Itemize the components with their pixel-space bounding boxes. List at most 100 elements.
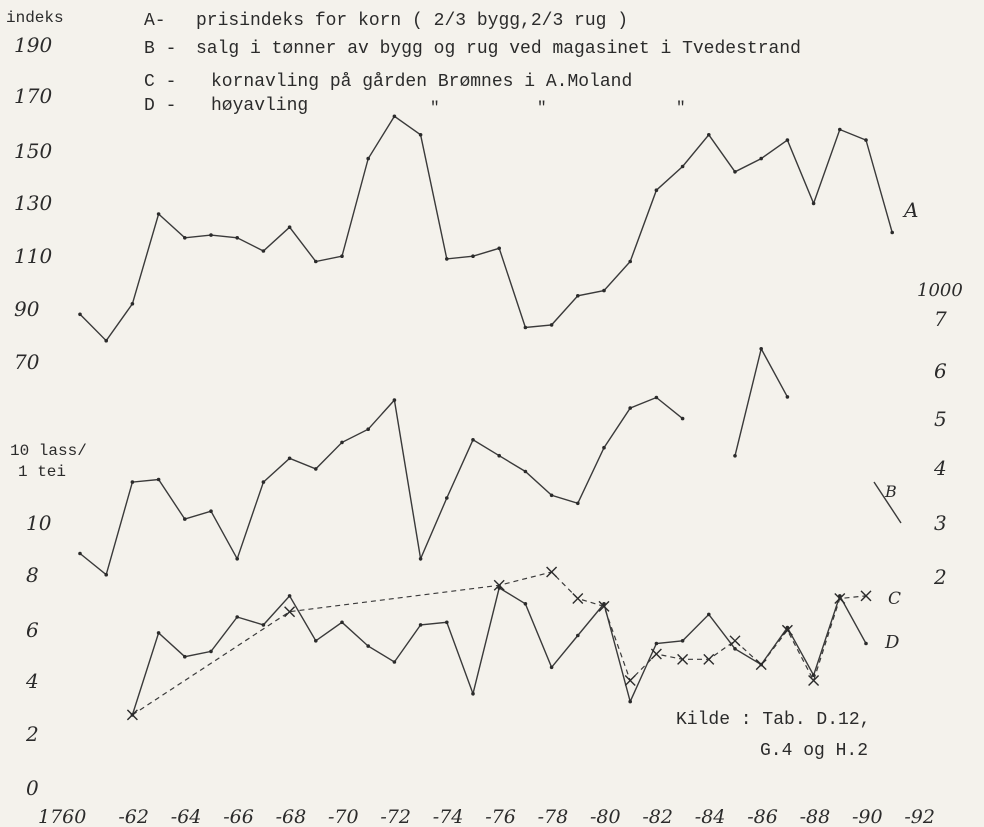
data-point-c bbox=[183, 654, 187, 659]
data-point-a bbox=[497, 246, 502, 251]
data-point-a bbox=[392, 114, 397, 119]
data-point-a bbox=[314, 259, 318, 264]
data-point-d bbox=[729, 635, 741, 647]
data-point-a bbox=[130, 302, 135, 306]
legend-key-d: D - bbox=[144, 96, 176, 116]
series-layer bbox=[78, 114, 902, 721]
data-point-d bbox=[284, 606, 296, 618]
data-point-c bbox=[549, 665, 554, 670]
x-tick-label: -76 bbox=[485, 806, 516, 827]
series-line-c bbox=[79, 396, 684, 576]
data-point-c bbox=[261, 623, 266, 627]
data-point-d bbox=[546, 566, 558, 578]
tick-label: 1000 bbox=[917, 280, 963, 301]
tick-label: 130 bbox=[14, 191, 52, 215]
data-point-c bbox=[418, 557, 423, 561]
tick-label: 1 tei bbox=[18, 463, 66, 481]
data-point-a bbox=[890, 230, 894, 235]
tick-label: 90 bbox=[14, 297, 40, 321]
data-point-c bbox=[366, 427, 371, 432]
legend-text-c: kornavling på gården Brømnes i A.Moland bbox=[211, 72, 632, 92]
x-tick-label: -70 bbox=[328, 806, 359, 827]
legend-text-a: prisindeks for korn ( 2/3 bygg,2/3 rug ) bbox=[196, 11, 628, 31]
x-tick-label: -88 bbox=[800, 806, 831, 827]
series-b-marker bbox=[873, 481, 902, 524]
data-point-c bbox=[156, 477, 161, 482]
data-point-c bbox=[418, 623, 423, 627]
x-tick-label: -86 bbox=[747, 806, 778, 827]
data-point-a bbox=[707, 133, 711, 137]
data-point-a bbox=[78, 312, 82, 317]
tick-label: 8 bbox=[26, 563, 39, 587]
data-point-d bbox=[808, 674, 820, 686]
data-point-a bbox=[523, 325, 528, 330]
data-point-a bbox=[209, 233, 213, 237]
tick-label: 190 bbox=[14, 33, 52, 57]
legend-heading: indeks bbox=[6, 9, 64, 27]
data-point-a bbox=[811, 201, 816, 206]
series-line-c bbox=[131, 586, 867, 716]
data-point-c bbox=[287, 594, 292, 598]
tick-label: 10 lass/ bbox=[10, 442, 87, 460]
data-point-d bbox=[755, 659, 767, 671]
tick-label: 70 bbox=[14, 350, 40, 374]
legend-key-b: B - bbox=[144, 39, 176, 59]
data-point-a bbox=[445, 257, 449, 261]
data-point-c bbox=[235, 615, 239, 619]
tick-label: 2 bbox=[25, 722, 39, 746]
series-line-b bbox=[734, 346, 789, 456]
data-point-c bbox=[864, 641, 868, 646]
series-label-d: D bbox=[884, 632, 900, 653]
data-point-a bbox=[733, 170, 737, 174]
data-point-c bbox=[287, 456, 292, 461]
data-point-c bbox=[130, 480, 135, 484]
right-axis-ticks: 1000 7 6 5 4 3 2 bbox=[917, 280, 963, 589]
data-point-c bbox=[209, 649, 213, 654]
data-point-d bbox=[126, 709, 138, 721]
data-point-c bbox=[628, 699, 632, 704]
x-tick-label: -62 bbox=[118, 806, 149, 827]
data-point-c bbox=[576, 501, 580, 506]
ditto-mark: " bbox=[676, 99, 686, 117]
data-point-a bbox=[576, 294, 580, 298]
data-point-b bbox=[759, 347, 763, 351]
data-point-a bbox=[628, 259, 632, 264]
data-point-a bbox=[549, 323, 554, 327]
data-point-c bbox=[366, 644, 371, 648]
series-label-b: B bbox=[884, 482, 897, 501]
data-point-c bbox=[654, 641, 659, 646]
x-tick-label: -66 bbox=[223, 806, 254, 827]
data-point-d bbox=[650, 648, 662, 660]
data-point-c bbox=[471, 438, 475, 442]
data-point-a bbox=[864, 138, 868, 142]
data-point-c bbox=[549, 493, 554, 498]
legend-key-a: A- bbox=[144, 11, 166, 31]
x-tick-label: -78 bbox=[538, 806, 569, 827]
tick-label: 4 bbox=[25, 669, 39, 693]
tick-label: 7 bbox=[934, 307, 947, 331]
data-point-c bbox=[602, 445, 606, 450]
data-point-a bbox=[104, 338, 108, 343]
data-point-c bbox=[314, 639, 318, 643]
data-point-c bbox=[340, 620, 344, 625]
data-point-c bbox=[497, 453, 502, 458]
ditto-mark: " bbox=[430, 99, 440, 117]
source-line-1: Kilde : Tab. D.12, bbox=[676, 710, 870, 730]
series-label-a: A bbox=[902, 198, 918, 222]
tick-label: 4 bbox=[933, 456, 947, 480]
series-labels: A B C D bbox=[884, 198, 918, 653]
data-point-c bbox=[523, 602, 528, 606]
data-point-a bbox=[235, 236, 239, 240]
legend-text-b: salg i tønner av bygg og rug ved magasin… bbox=[196, 39, 801, 59]
data-point-d bbox=[624, 674, 636, 686]
data-point-b bbox=[733, 454, 737, 458]
x-tick-label: -80 bbox=[590, 806, 621, 827]
legend: indeks A- prisindeks for korn ( 2/3 bygg… bbox=[6, 9, 801, 117]
ditto-mark: " bbox=[537, 99, 547, 117]
source-note: Kilde : Tab. D.12, G.4 og H.2 bbox=[676, 710, 870, 761]
left-axis-ticks: 190 170 150 130 110 90 70 10 lass/ 1 tei… bbox=[10, 33, 87, 800]
data-point-c bbox=[576, 633, 580, 638]
data-point-c bbox=[654, 395, 659, 400]
data-point-a bbox=[471, 254, 475, 258]
